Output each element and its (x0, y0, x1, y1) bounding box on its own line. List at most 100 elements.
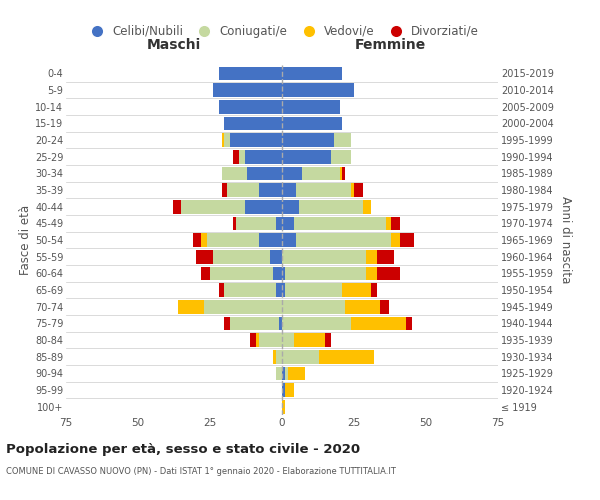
Y-axis label: Fasce di età: Fasce di età (19, 205, 32, 275)
Bar (259, 333, 282, 347)
Bar (406, 316, 412, 330)
Bar (282, 83, 354, 97)
Bar (247, 166, 282, 180)
Bar (218, 100, 282, 114)
Y-axis label: Anni di nascita: Anni di nascita (559, 196, 572, 284)
Bar (181, 200, 245, 213)
Bar (285, 283, 343, 297)
Bar (282, 283, 285, 297)
Bar (391, 233, 400, 247)
Bar (193, 233, 202, 247)
Bar (233, 150, 239, 164)
Bar (282, 316, 351, 330)
Bar (346, 300, 380, 314)
Bar (319, 350, 374, 364)
Bar (282, 300, 346, 314)
Bar (213, 83, 282, 97)
Bar (400, 233, 415, 247)
Bar (282, 200, 299, 213)
Bar (296, 183, 351, 197)
Bar (302, 166, 340, 180)
Bar (299, 200, 362, 213)
Bar (218, 66, 282, 80)
Bar (224, 316, 230, 330)
Bar (282, 66, 343, 80)
Bar (351, 316, 406, 330)
Bar (380, 300, 389, 314)
Bar (250, 333, 256, 347)
Bar (282, 150, 331, 164)
Bar (282, 233, 296, 247)
Bar (282, 366, 285, 380)
Bar (276, 350, 282, 364)
Bar (296, 233, 391, 247)
Text: Femmine: Femmine (355, 38, 425, 52)
Bar (282, 183, 296, 197)
Bar (207, 233, 259, 247)
Bar (391, 216, 400, 230)
Bar (282, 133, 334, 147)
Bar (224, 116, 282, 130)
Bar (276, 283, 282, 297)
Bar (282, 100, 340, 114)
Bar (386, 216, 391, 230)
Bar (371, 283, 377, 297)
Bar (245, 150, 282, 164)
Text: Popolazione per età, sesso e stato civile - 2020: Popolazione per età, sesso e stato civil… (6, 442, 360, 456)
Bar (282, 400, 285, 413)
Bar (282, 250, 365, 264)
Bar (239, 150, 245, 164)
Bar (259, 233, 282, 247)
Bar (221, 183, 227, 197)
Bar (230, 316, 279, 330)
Bar (282, 166, 302, 180)
Text: COMUNE DI CAVASSO NUOVO (PN) - Dati ISTAT 1° gennaio 2020 - Elaborazione TUTTITA: COMUNE DI CAVASSO NUOVO (PN) - Dati ISTA… (6, 468, 396, 476)
Bar (285, 366, 288, 380)
Bar (256, 333, 259, 347)
Bar (325, 333, 331, 347)
Bar (276, 216, 282, 230)
Bar (196, 250, 213, 264)
Bar (233, 216, 236, 230)
Bar (276, 366, 282, 380)
Text: Maschi: Maschi (147, 38, 201, 52)
Bar (245, 200, 282, 213)
Bar (218, 283, 224, 297)
Bar (224, 283, 276, 297)
Bar (340, 166, 343, 180)
Bar (285, 266, 365, 280)
Bar (282, 333, 293, 347)
Bar (274, 266, 282, 280)
Bar (227, 183, 259, 197)
Bar (224, 133, 230, 147)
Bar (221, 133, 224, 147)
Bar (210, 266, 274, 280)
Bar (362, 200, 371, 213)
Bar (343, 166, 346, 180)
Bar (282, 216, 293, 230)
Bar (274, 350, 276, 364)
Bar (343, 283, 371, 297)
Bar (377, 266, 400, 280)
Bar (293, 216, 386, 230)
Bar (173, 200, 181, 213)
Bar (351, 183, 354, 197)
Bar (178, 300, 204, 314)
Bar (271, 250, 282, 264)
Bar (282, 116, 343, 130)
Bar (204, 300, 282, 314)
Bar (377, 250, 394, 264)
Bar (365, 250, 377, 264)
Bar (213, 250, 271, 264)
Bar (354, 183, 362, 197)
Bar (230, 133, 282, 147)
Bar (282, 266, 285, 280)
Bar (236, 216, 276, 230)
Bar (259, 183, 282, 197)
Bar (202, 266, 210, 280)
Bar (285, 383, 293, 397)
Bar (293, 333, 325, 347)
Bar (331, 150, 351, 164)
Bar (279, 316, 282, 330)
Bar (202, 233, 207, 247)
